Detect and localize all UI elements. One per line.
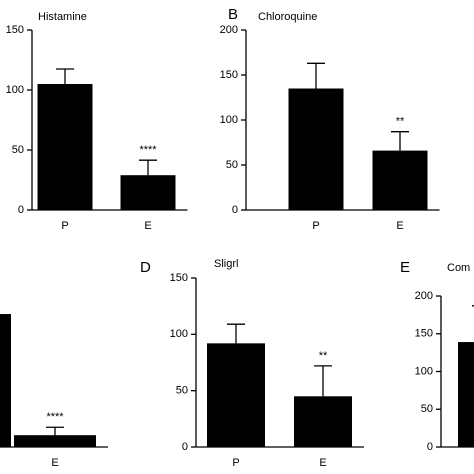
panel-title: Sligrl xyxy=(214,258,238,270)
x-tick-label: E xyxy=(396,220,403,232)
y-tick-label: 200 xyxy=(220,24,238,36)
bar xyxy=(0,314,11,447)
bar xyxy=(372,150,428,210)
panel-letter: B xyxy=(228,6,238,23)
x-tick-label: P xyxy=(312,220,319,232)
y-tick-label: 50 xyxy=(226,159,238,171)
bar xyxy=(458,342,474,447)
significance: **** xyxy=(139,144,157,156)
y-tick-label: 0 xyxy=(182,441,188,453)
y-tick-label: 0 xyxy=(18,204,24,216)
bar xyxy=(120,175,176,210)
significance: ** xyxy=(319,350,328,362)
y-tick-label: 150 xyxy=(415,328,433,340)
x-tick-label: E xyxy=(51,457,58,469)
x-tick-label: P xyxy=(232,457,239,469)
y-tick-label: 150 xyxy=(220,69,238,81)
bar xyxy=(207,343,265,447)
bar xyxy=(294,396,352,447)
y-tick-label: 100 xyxy=(6,84,24,96)
bar xyxy=(37,84,93,210)
panel-letter: E xyxy=(400,259,410,276)
significance: **** xyxy=(46,411,64,423)
x-tick-label: E xyxy=(144,220,151,232)
y-tick-label: 50 xyxy=(421,403,433,415)
x-tick-label: E xyxy=(319,457,326,469)
bar xyxy=(288,88,344,210)
y-tick-label: 50 xyxy=(12,144,24,156)
y-tick-label: 100 xyxy=(415,365,433,377)
panel-letter: D xyxy=(140,259,151,276)
x-tick-label: P xyxy=(61,220,68,232)
panel-title: Com xyxy=(447,262,470,274)
y-tick-label: 0 xyxy=(232,204,238,216)
y-tick-label: 0 xyxy=(427,441,433,453)
y-tick-label: 150 xyxy=(6,24,24,36)
panel-title: Histamine xyxy=(38,11,87,23)
y-tick-label: 50 xyxy=(176,385,188,397)
significance: ** xyxy=(396,116,405,128)
y-tick-label: 100 xyxy=(170,328,188,340)
bar xyxy=(14,435,96,447)
y-tick-label: 200 xyxy=(415,290,433,302)
y-tick-label: 100 xyxy=(220,114,238,126)
panel-title: Chloroquine xyxy=(258,11,317,23)
y-tick-label: 150 xyxy=(170,272,188,284)
